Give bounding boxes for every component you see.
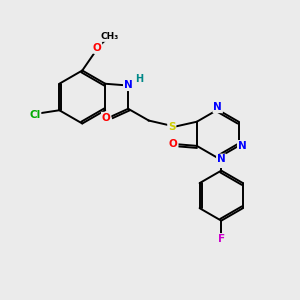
Text: N: N xyxy=(238,141,247,151)
Text: N: N xyxy=(217,154,226,164)
Text: O: O xyxy=(169,140,178,149)
Text: F: F xyxy=(218,234,225,244)
Text: N: N xyxy=(124,80,133,90)
Text: O: O xyxy=(102,112,110,123)
Text: Cl: Cl xyxy=(29,110,40,120)
Text: CH₃: CH₃ xyxy=(100,32,119,41)
Text: S: S xyxy=(168,122,176,132)
Text: N: N xyxy=(213,102,222,112)
Text: O: O xyxy=(93,43,101,53)
Text: H: H xyxy=(135,74,143,84)
